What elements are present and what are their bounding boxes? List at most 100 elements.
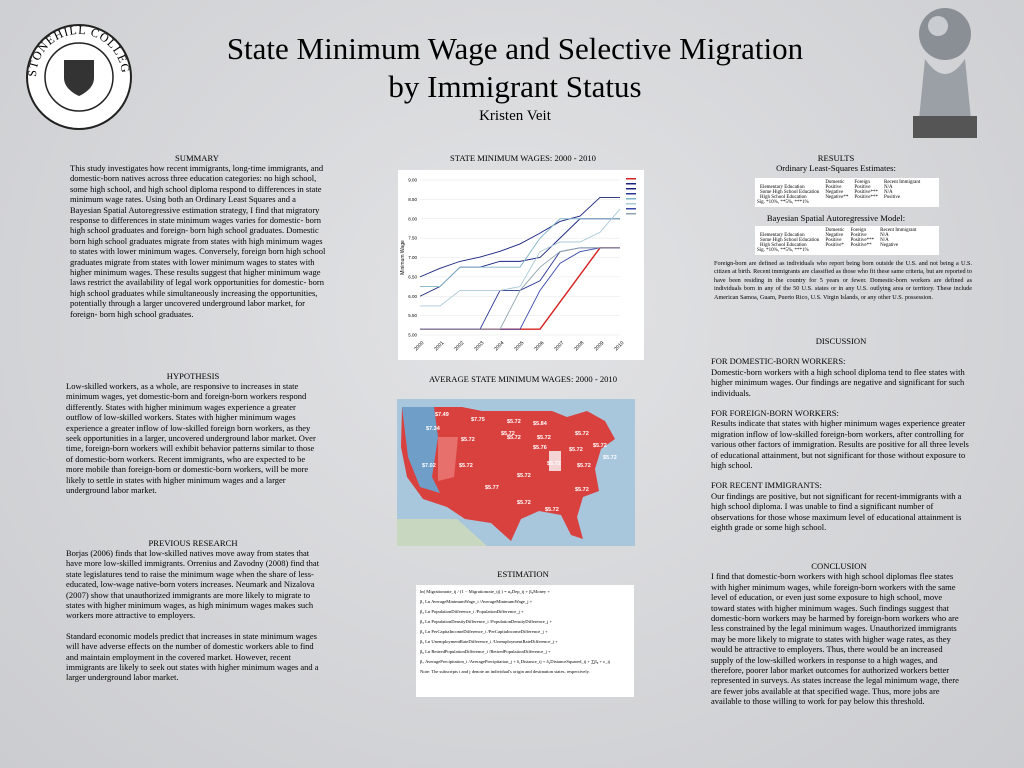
y-tick-label: 8.50 xyxy=(408,197,417,202)
map-label: $5.72 xyxy=(517,500,531,506)
column-header: Foreign xyxy=(854,180,870,185)
equation-line: β₇ AveragePrecipitation_i /AveragePrecip… xyxy=(420,659,611,664)
cell: Positive xyxy=(854,185,871,190)
y-tick-label: 5.00 xyxy=(408,333,417,338)
map: $7.49$7.34$7.75 $5.72$5.72$5.84$7.02$5.72… xyxy=(397,399,635,546)
legend-swatch xyxy=(626,203,636,205)
column-header: Recent Immigrant xyxy=(880,228,917,233)
section-text: Standard economic models predict that in… xyxy=(66,630,319,683)
equation-note: Note: The subscripts i and j denote an i… xyxy=(420,669,590,674)
legend-swatch xyxy=(626,193,636,195)
y-tick-label: 6.50 xyxy=(408,274,417,279)
equation-line: ln( Migrationrate_ij / (1 − Migrationrat… xyxy=(420,589,550,594)
trophy xyxy=(913,8,977,138)
section-text: Low-skilled workers, as a whole, are res… xyxy=(66,381,316,496)
legend-swatch xyxy=(626,208,636,210)
legend-swatch xyxy=(626,183,636,185)
header-row: Domestic Foreign Recent Immigrant xyxy=(757,228,919,233)
line-chart: 5.005.506.006.507.007.508.008.509.002000… xyxy=(398,170,644,360)
row: Some High School Education Positive Positi… xyxy=(757,238,919,243)
cell: Positive* xyxy=(825,243,844,248)
map-label: $7.49 xyxy=(435,412,449,418)
section-heading: ESTIMATION xyxy=(497,569,549,579)
legend-swatch xyxy=(626,213,636,215)
cell: Positive** xyxy=(850,243,872,248)
section-text: Results indicate that states with higher… xyxy=(711,418,969,471)
table: Domestic Foreign Recent Immigrant Elementar… xyxy=(755,178,939,207)
cell: Positive xyxy=(825,238,842,243)
cell: Some High School Education xyxy=(760,190,820,195)
map-label: $5.72 xyxy=(545,507,559,513)
y-axis-label: Minimum Wage xyxy=(400,240,406,275)
row: High School Education Positive* Positive**… xyxy=(757,243,919,248)
map-label: $7.02 xyxy=(422,463,436,469)
equation-line: β₂ Ln PopulationDifference_i /Population… xyxy=(420,609,524,614)
map-title: AVERAGE STATE MINIMUM WAGES: 2000 - 2010 xyxy=(428,374,618,384)
subheading: FOR RECENT IMMIGRANTS: xyxy=(711,480,822,491)
series-line xyxy=(420,208,621,307)
column-header: Domestic xyxy=(825,228,845,233)
cell: Positive*** xyxy=(854,195,878,200)
map-label: $5.72 xyxy=(575,431,589,437)
legend-swatch xyxy=(626,178,636,180)
y-tick-label: 8.00 xyxy=(408,216,417,221)
map-label: $5.72 xyxy=(537,435,551,441)
column-header: Recent Immigrant xyxy=(883,180,921,185)
map-label: $5.72 xyxy=(459,463,473,469)
section-text: Our findings are positive, but not signi… xyxy=(711,490,962,533)
header-row: Domestic Foreign Recent Immigrant xyxy=(757,180,923,185)
title: by Immigrant Status xyxy=(388,69,642,104)
section-heading: DISCUSSION xyxy=(815,336,867,346)
map-label: $5.72 xyxy=(577,463,591,469)
table: Domestic Foreign Recent Immigrant Elementar… xyxy=(755,226,939,255)
legend-swatch xyxy=(626,188,636,190)
series-line xyxy=(420,218,620,288)
map-label: $7.34 xyxy=(426,426,441,432)
y-tick-label: 6.00 xyxy=(408,294,417,299)
map-label: $5.72 xyxy=(517,473,531,479)
map-label: $5.77 xyxy=(485,485,499,491)
map-label: $5.72 xyxy=(603,455,617,461)
map-label: $5.72 xyxy=(569,447,583,453)
chart-title: STATE MINIMUM WAGES: 2000 - 2010 xyxy=(450,153,596,163)
map-label: $5.72 xyxy=(507,419,521,425)
cell: N/A xyxy=(883,185,893,190)
section-heading: PREVIOUS RESEARCH xyxy=(148,538,238,548)
section-text: This study investigates how recent immig… xyxy=(70,163,326,319)
map-label: $5.72 xyxy=(593,443,607,449)
significance-note: Sig. *10%, **5%, ***1% xyxy=(757,200,809,205)
cell: N/A xyxy=(880,238,889,243)
y-tick-label: 5.50 xyxy=(408,313,417,318)
section-text: Domestic-born workers with a high school… xyxy=(711,366,965,398)
cell: N/A xyxy=(880,233,889,238)
row: High School Education Negative** Positive*… xyxy=(757,195,923,200)
equation-line: β₁ Ln AverageMinimumWage_i /AverageMinim… xyxy=(420,599,533,604)
cell: Elementary Education xyxy=(760,233,805,238)
cell: Some High School Education xyxy=(760,238,820,243)
cell: N/A xyxy=(883,190,893,195)
map-label: $5.72 xyxy=(501,431,515,437)
cell: High School Education xyxy=(760,195,807,200)
series-line xyxy=(419,196,620,278)
section-heading: SUMMARY xyxy=(175,153,219,163)
results-table: Domestic Foreign Recent Immigrant Elementar… xyxy=(757,180,923,200)
note: Foreign-born are defined as individuals … xyxy=(714,260,972,301)
cell: Positive*** xyxy=(854,190,878,195)
cell: Negative xyxy=(825,233,844,238)
legend-swatch xyxy=(626,198,636,200)
row: Some High School Education Negative Positi… xyxy=(757,190,923,195)
equation-line: β₆ Ln RetiredPopulationDifference_i /Ret… xyxy=(420,649,551,654)
map-label: $5.72 xyxy=(547,461,561,467)
cell: Positive xyxy=(825,185,842,190)
section-text: Borjas (2006) finds that low-skilled nat… xyxy=(66,548,320,621)
map-label: $7.75 xyxy=(471,417,485,423)
table-title: Ordinary Least-Squares Estimates: xyxy=(776,163,896,173)
row: Elementary Education Positive Positive N/A xyxy=(757,185,923,190)
author: Kristen Veit xyxy=(479,108,551,124)
section-heading: HYPOTHESIS xyxy=(166,371,220,381)
y-tick-label: 7.50 xyxy=(408,236,417,241)
subheading: FOR FOREIGN-BORN WORKERS: xyxy=(711,408,839,419)
section-heading: CONCLUSION xyxy=(811,561,867,571)
column-header: Domestic xyxy=(825,180,845,185)
map-label: $5.72 xyxy=(507,435,521,441)
